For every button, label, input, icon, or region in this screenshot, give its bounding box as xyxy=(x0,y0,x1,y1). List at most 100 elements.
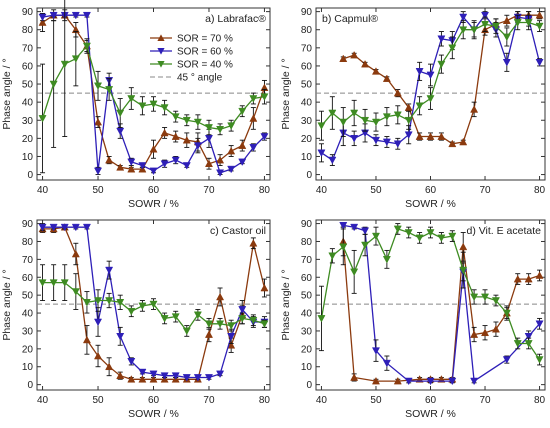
data-point xyxy=(38,115,47,123)
data-point xyxy=(328,252,337,260)
x-tick-label: 50 xyxy=(92,185,104,196)
data-point xyxy=(339,54,348,63)
data-point xyxy=(171,113,180,121)
data-point xyxy=(60,223,69,232)
y-tick-label: 80 xyxy=(22,237,34,248)
data-point xyxy=(249,114,258,122)
data-point xyxy=(448,44,457,52)
series-3 xyxy=(38,264,269,337)
data-point xyxy=(404,116,413,125)
data-point xyxy=(502,309,511,318)
data-point xyxy=(426,229,435,237)
data-point xyxy=(238,141,247,149)
data-point xyxy=(502,33,511,42)
data-point xyxy=(393,225,402,234)
data-point xyxy=(38,18,47,26)
data-point xyxy=(160,104,169,112)
data-point xyxy=(393,88,402,97)
data-point xyxy=(459,137,468,146)
data-point xyxy=(502,356,511,364)
x-tick-label: 60 xyxy=(148,185,160,196)
data-point xyxy=(49,279,58,287)
data-point xyxy=(216,169,225,177)
series-line xyxy=(342,241,540,382)
data-point xyxy=(426,71,435,80)
data-point xyxy=(94,167,103,176)
x-tick-label: 80 xyxy=(259,185,271,196)
chart-panel-3: 0 10 20 30 40 50 60 70 80 90 40 50 60 70 80 SOWR / % Pha… xyxy=(1,219,271,420)
data-point xyxy=(71,223,80,232)
data-point xyxy=(138,302,147,311)
data-point xyxy=(127,95,136,103)
y-tick-label: 0 xyxy=(306,380,312,391)
x-tick-label: 50 xyxy=(92,395,104,406)
y-tick-label: 10 xyxy=(22,362,34,373)
series-2 xyxy=(38,11,269,177)
x-tick-label: 50 xyxy=(370,185,382,196)
data-point xyxy=(437,132,446,140)
plot-frame xyxy=(315,219,546,391)
data-point xyxy=(513,19,522,27)
x-axis-title: SOWR / % xyxy=(405,198,456,210)
panel-title: d) Vit. E acetate xyxy=(466,225,541,237)
data-point xyxy=(94,297,103,305)
x-tick-label: 70 xyxy=(479,185,491,196)
data-point xyxy=(382,256,391,264)
data-point xyxy=(116,299,125,307)
data-point xyxy=(317,315,326,323)
legend-marker xyxy=(157,34,165,42)
data-point xyxy=(171,156,180,165)
y-tick-label: 60 xyxy=(301,273,313,284)
data-point xyxy=(71,288,80,296)
data-point xyxy=(249,239,258,247)
data-point xyxy=(38,13,47,22)
data-point xyxy=(105,86,114,94)
data-point xyxy=(105,297,114,305)
data-point xyxy=(513,340,522,348)
legend: SOR = 70 % SOR = 60 % SOR = 40 % 45 ° angle xyxy=(150,34,233,84)
y-tick-label: 50 xyxy=(301,291,313,302)
data-point xyxy=(204,159,213,168)
legend-marker xyxy=(157,47,165,55)
data-point xyxy=(182,327,191,336)
data-point xyxy=(71,55,80,63)
data-point xyxy=(49,223,58,232)
y-axis-title: Phase angle / ° xyxy=(1,58,13,129)
x-tick-label: 60 xyxy=(148,395,160,406)
data-point xyxy=(182,116,191,125)
data-point xyxy=(535,59,544,67)
data-point xyxy=(227,333,236,341)
y-tick-label: 20 xyxy=(22,344,34,355)
data-point xyxy=(371,136,380,145)
y-tick-label: 20 xyxy=(22,134,34,145)
series-3 xyxy=(317,14,544,141)
data-point xyxy=(216,292,225,301)
y-tick-label: 70 xyxy=(22,255,34,266)
data-point xyxy=(393,111,402,119)
data-point xyxy=(393,376,402,385)
y-tick-label: 0 xyxy=(27,380,33,391)
data-point xyxy=(459,13,468,22)
y-tick-label: 90 xyxy=(301,219,313,230)
data-point xyxy=(227,322,236,330)
data-point xyxy=(459,26,468,34)
data-point xyxy=(149,100,158,109)
data-point xyxy=(105,362,114,371)
x-tick-label: 70 xyxy=(203,395,215,406)
data-point xyxy=(160,315,169,323)
y-tick-label: 20 xyxy=(301,344,313,355)
y-tick-label: 40 xyxy=(301,309,313,320)
data-point xyxy=(260,320,269,328)
chart-panel-4: 0 10 20 30 40 50 60 70 80 90 40 50 60 70 80 SOWR / % Pha… xyxy=(280,219,546,420)
x-axis-title: SOWR / % xyxy=(128,198,179,210)
data-point xyxy=(216,320,225,328)
data-point xyxy=(350,109,359,118)
y-tick-label: 50 xyxy=(301,80,313,91)
y-tick-label: 20 xyxy=(301,134,313,145)
data-point xyxy=(204,330,213,338)
y-tick-label: 60 xyxy=(22,61,34,72)
series-1 xyxy=(38,9,269,173)
data-point xyxy=(339,222,348,230)
data-point xyxy=(491,325,500,333)
